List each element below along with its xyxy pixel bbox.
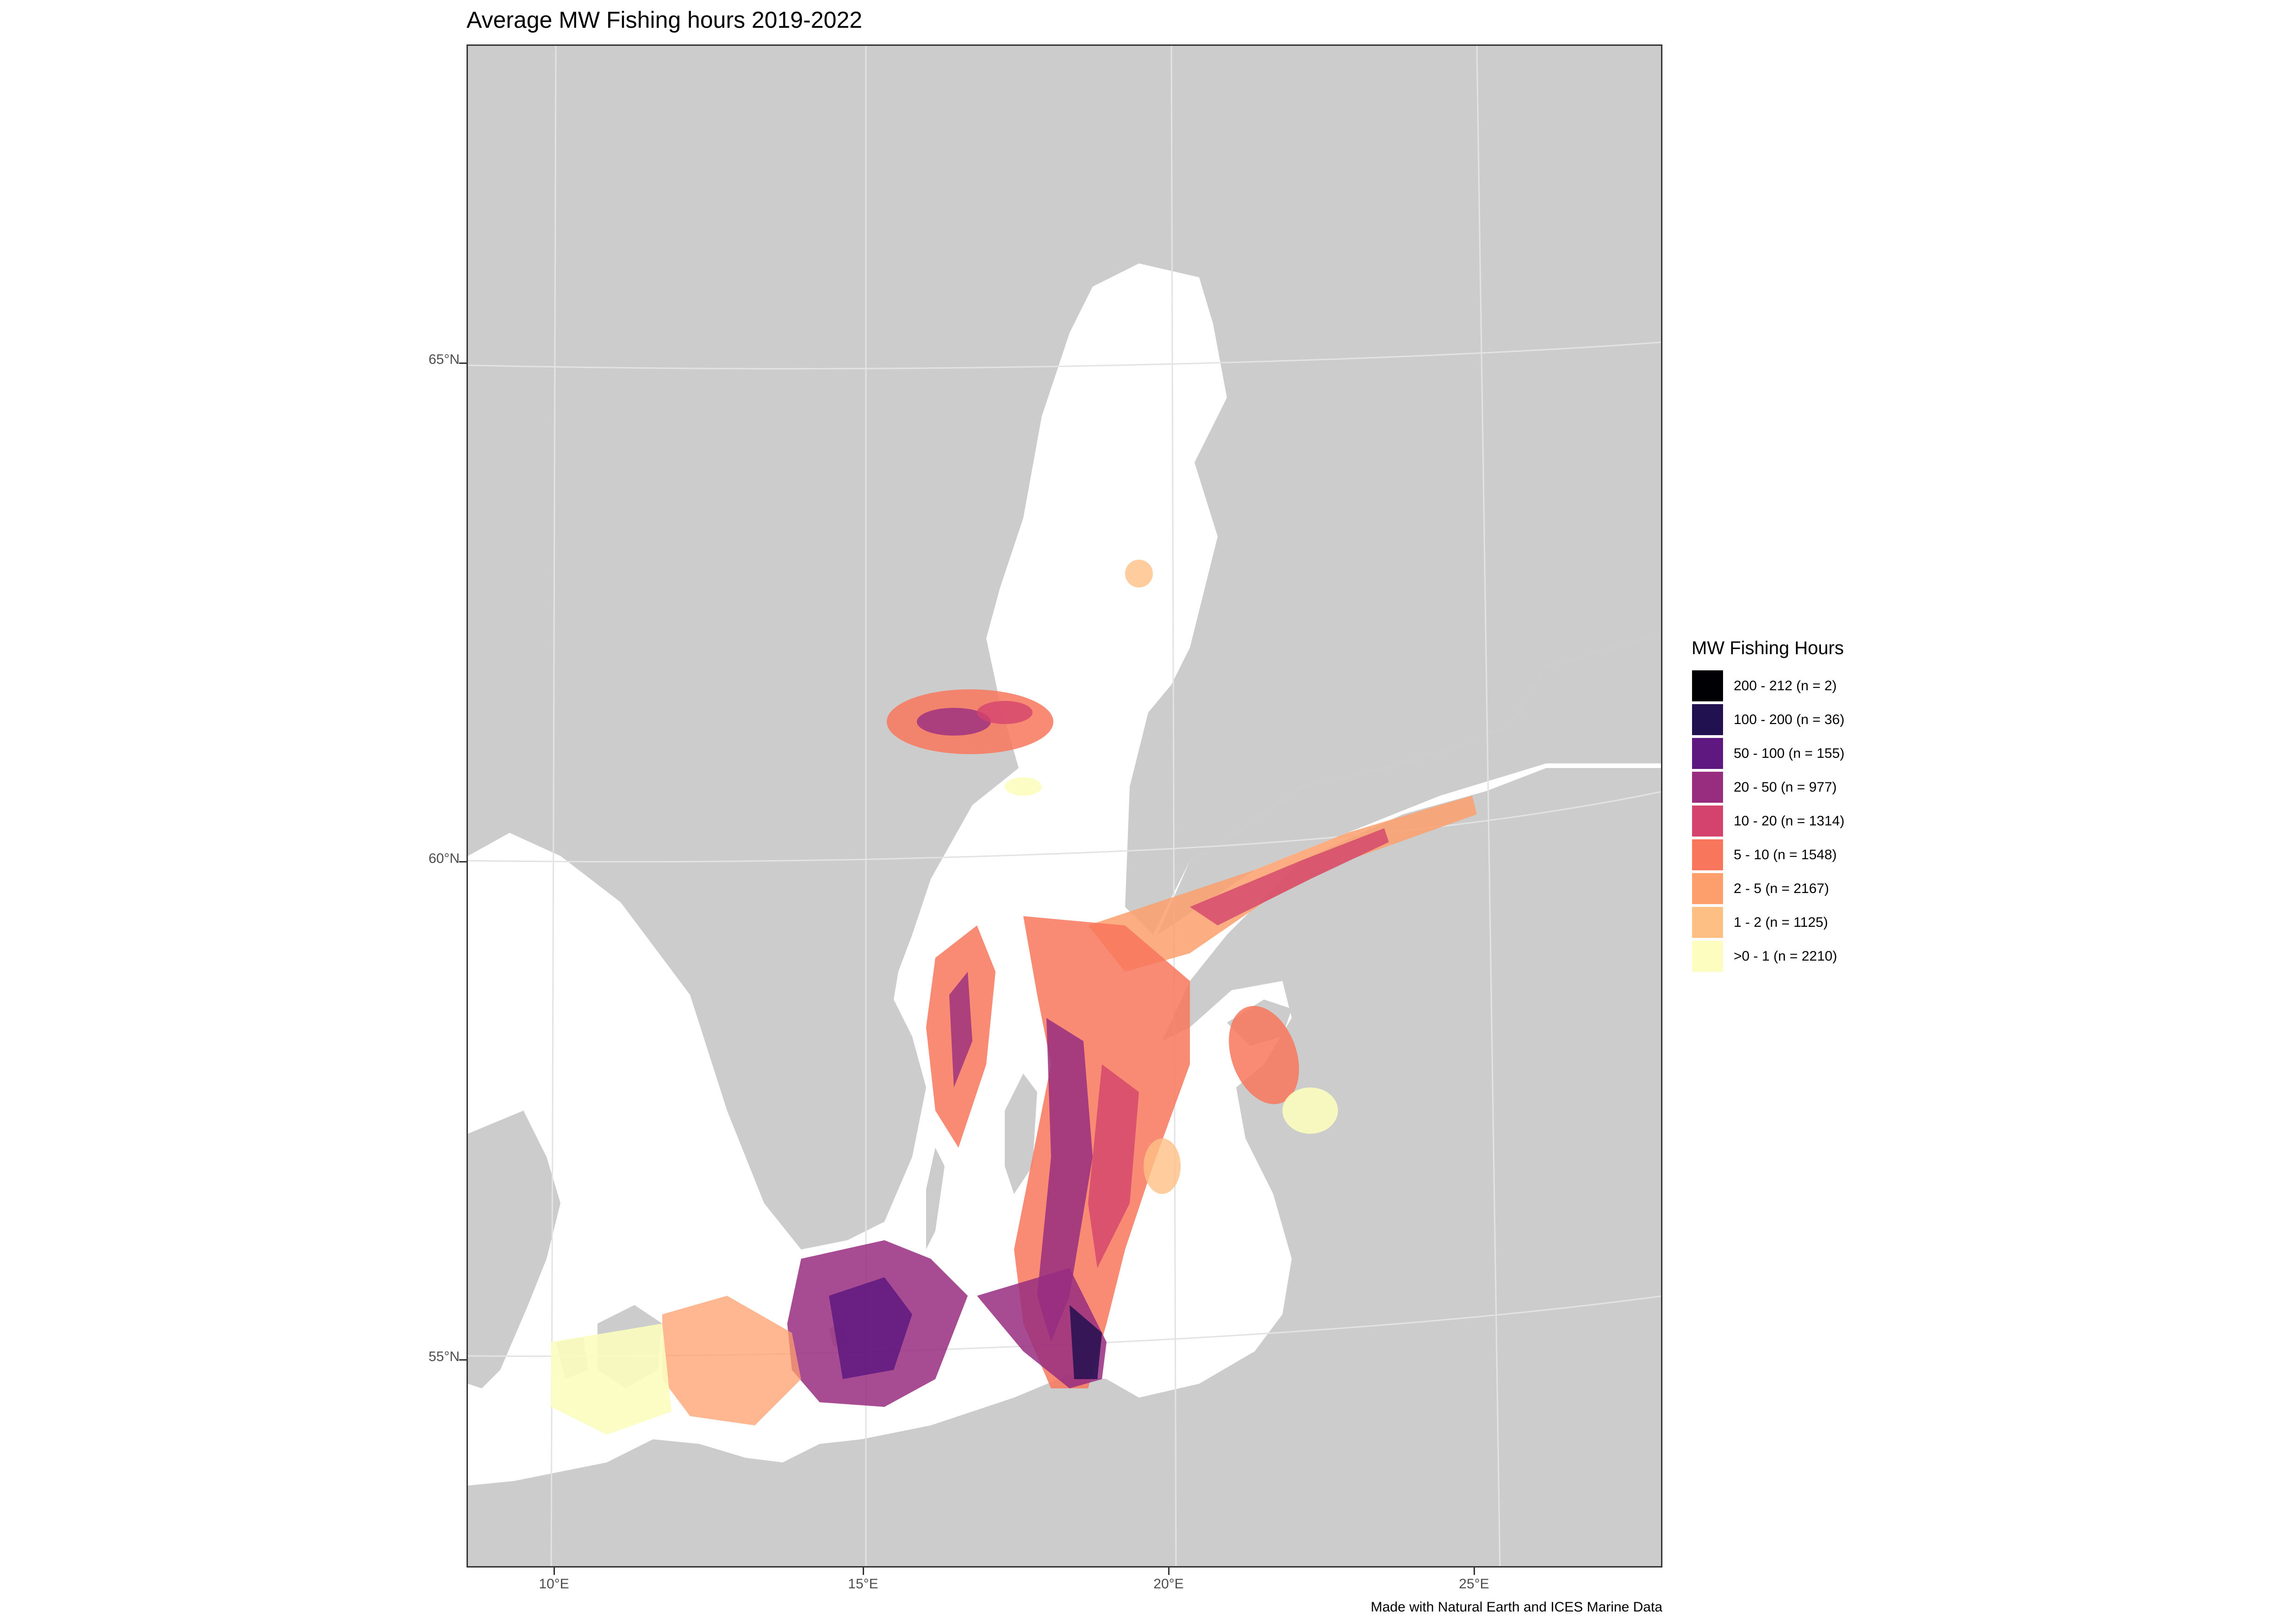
legend-item: >0 - 1 (n = 2210) xyxy=(1692,939,1844,973)
y-tick-mark xyxy=(459,861,467,862)
legend-item: 2 - 5 (n = 2167) xyxy=(1692,872,1844,906)
x-tick-label: 25°E xyxy=(1459,1576,1489,1592)
x-tick-mark xyxy=(863,1568,864,1575)
map-caption: Made with Natural Earth and ICES Marine … xyxy=(1370,1599,1662,1615)
y-tick-label: 65°N xyxy=(428,352,460,367)
legend-label: >0 - 1 (n = 2210) xyxy=(1734,948,1837,964)
legend-swatch xyxy=(1692,873,1724,905)
land-finland-south xyxy=(1157,634,1661,935)
legend-swatch xyxy=(1692,839,1724,871)
x-tick-label: 10°E xyxy=(539,1576,569,1592)
land-scandinavia xyxy=(468,46,1661,1249)
legend-label: 5 - 10 (n = 1548) xyxy=(1734,847,1837,862)
legend-label: 20 - 50 (n = 977) xyxy=(1734,779,1837,795)
legend-item: 20 - 50 (n = 977) xyxy=(1692,770,1844,804)
x-tick-mark xyxy=(1474,1568,1475,1575)
legend-label: 50 - 100 (n = 155) xyxy=(1734,745,1845,761)
legend-swatch xyxy=(1692,906,1724,938)
legend-swatch xyxy=(1692,940,1724,972)
legend-swatch xyxy=(1692,704,1724,736)
legend-swatch xyxy=(1692,805,1724,837)
y-tick-label: 55°N xyxy=(428,1349,460,1364)
x-tick-label: 20°E xyxy=(1153,1576,1184,1592)
land-denmark xyxy=(468,1111,560,1388)
legend-item: 100 - 200 (n = 36) xyxy=(1692,703,1844,737)
legend-swatch xyxy=(1692,670,1724,702)
y-tick-mark xyxy=(459,1359,467,1361)
legend-label: 100 - 200 (n = 36) xyxy=(1734,712,1845,727)
fishing-effort-layer xyxy=(551,560,1477,1435)
legend-item: 200 - 212 (n = 2) xyxy=(1692,669,1844,703)
legend-items: 200 - 212 (n = 2) 100 - 200 (n = 36) 50 - … xyxy=(1692,669,1844,973)
legend-item: 10 - 20 (n = 1314) xyxy=(1692,804,1844,838)
land-gotland xyxy=(1005,1074,1037,1194)
y-tick-mark xyxy=(459,362,467,364)
x-tick-label: 15°E xyxy=(848,1576,878,1592)
legend-label: 200 - 212 (n = 2) xyxy=(1734,678,1837,693)
legend: MW Fishing Hours 200 - 212 (n = 2) 100 - … xyxy=(1692,638,1844,973)
x-tick-mark xyxy=(554,1568,555,1575)
map-canvas xyxy=(468,46,1661,1566)
legend-item: 50 - 100 (n = 155) xyxy=(1692,737,1844,770)
legend-item: 1 - 2 (n = 1125) xyxy=(1692,906,1844,939)
legend-swatch xyxy=(1692,737,1724,769)
legend-item: 5 - 10 (n = 1548) xyxy=(1692,838,1844,872)
legend-title: MW Fishing Hours xyxy=(1692,638,1844,658)
land-oland xyxy=(926,1148,945,1249)
legend-swatch xyxy=(1692,771,1724,803)
legend-label: 10 - 20 (n = 1314) xyxy=(1734,813,1845,829)
land-baltic-states xyxy=(468,768,1661,1566)
map-panel xyxy=(467,44,1662,1568)
map-title: Average MW Fishing hours 2019-2022 xyxy=(467,7,863,33)
y-tick-label: 60°N xyxy=(428,851,460,866)
x-tick-mark xyxy=(1168,1568,1170,1575)
legend-label: 1 - 2 (n = 1125) xyxy=(1734,914,1828,930)
legend-label: 2 - 5 (n = 2167) xyxy=(1734,881,1829,896)
